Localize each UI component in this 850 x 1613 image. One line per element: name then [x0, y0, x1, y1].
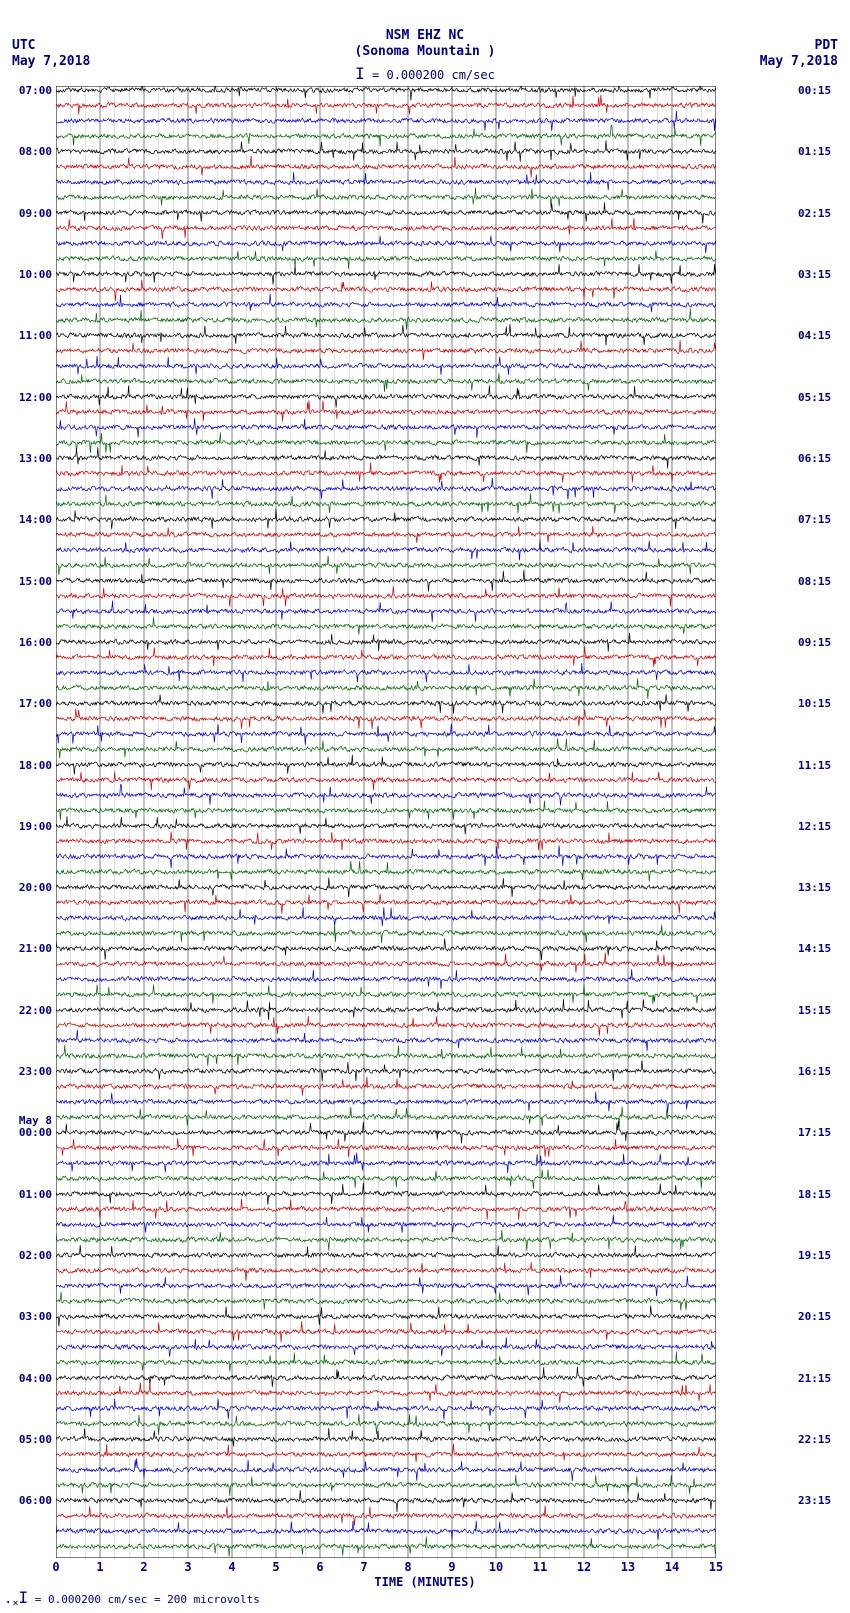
left-hour-label: 07:00: [19, 84, 52, 97]
left-hour-label: 09:00: [19, 207, 52, 220]
right-hour-label: 01:15: [798, 145, 831, 158]
right-hour-label: 02:15: [798, 207, 831, 220]
date-left-label: May 7,2018: [12, 54, 90, 69]
right-hour-label: 09:15: [798, 636, 831, 649]
x-tick-label: 15: [709, 1560, 723, 1574]
left-hour-label: 15:00: [19, 575, 52, 588]
right-hour-label: 20:15: [798, 1310, 831, 1323]
right-hour-label: 22:15: [798, 1433, 831, 1446]
left-hour-label: 02:00: [19, 1249, 52, 1262]
right-hour-label: 19:15: [798, 1249, 831, 1262]
scale-text: = 0.000200 cm/sec: [372, 68, 495, 82]
footer-text: = 0.000200 cm/sec = 200 microvolts: [35, 1593, 260, 1606]
left-hour-label: 23:00: [19, 1065, 52, 1078]
x-tick-label: 6: [316, 1560, 323, 1574]
left-hour-label: 21:00: [19, 942, 52, 955]
plot-area: [56, 86, 716, 1558]
right-axis-labels: 00:15 01:15 02:15 03:15 04:15 05:15 06:15 07:15…: [794, 86, 850, 1558]
right-hour-label: 04:15: [798, 329, 831, 342]
right-hour-label: 16:15: [798, 1065, 831, 1078]
x-tick-label: 11: [533, 1560, 547, 1574]
x-tick-label: 1: [96, 1560, 103, 1574]
right-hour-label: 21:15: [798, 1372, 831, 1385]
date-right-label: May 7,2018: [760, 54, 838, 69]
x-tick-label: 14: [665, 1560, 679, 1574]
left-hour-label: 13:00: [19, 452, 52, 465]
station-code: NSM EHZ NC: [0, 28, 850, 43]
right-hour-label: 03:15: [798, 268, 831, 281]
footer-scale: .×I = 0.000200 cm/sec = 200 microvolts: [4, 1588, 260, 1609]
right-hour-label: 12:15: [798, 820, 831, 833]
left-hour-label: 10:00: [19, 268, 52, 281]
left-hour-label: 17:00: [19, 697, 52, 710]
right-hour-label: 14:15: [798, 942, 831, 955]
left-hour-label: 14:00: [19, 513, 52, 526]
left-hour-label: 03:00: [19, 1310, 52, 1323]
right-hour-label: 11:15: [798, 759, 831, 772]
right-hour-label: 08:15: [798, 575, 831, 588]
x-tick-label: 13: [621, 1560, 635, 1574]
left-hour-label: 20:00: [19, 881, 52, 894]
tz-right-label: PDT: [815, 38, 838, 53]
right-hour-label: 07:15: [798, 513, 831, 526]
left-hour-label: 01:00: [19, 1188, 52, 1201]
seismogram-svg: [56, 86, 716, 1558]
tz-left-label: UTC: [12, 38, 35, 53]
left-hour-label: 06:00: [19, 1494, 52, 1507]
scale-info: I = 0.000200 cm/sec: [0, 64, 850, 83]
left-hour-label: 22:00: [19, 1004, 52, 1017]
right-hour-label: 06:15: [798, 452, 831, 465]
left-axis-labels: 07:00 08:00 09:00 10:00 11:00 12:00 13:00 14:00…: [0, 86, 56, 1558]
x-tick-label: 8: [404, 1560, 411, 1574]
left-hour-label: 12:00: [19, 391, 52, 404]
station-name: (Sonoma Mountain ): [0, 44, 850, 59]
x-tick-label: 7: [360, 1560, 367, 1574]
x-tick-label: 4: [228, 1560, 235, 1574]
x-tick-label: 3: [184, 1560, 191, 1574]
seismogram-container: NSM EHZ NC (Sonoma Mountain ) I = 0.0002…: [0, 0, 850, 1613]
right-hour-label: 10:15: [798, 697, 831, 710]
x-tick-label: 0: [52, 1560, 59, 1574]
left-hour-label: 08:00: [19, 145, 52, 158]
left-hour-label: 18:00: [19, 759, 52, 772]
left-hour-label: 16:00: [19, 636, 52, 649]
x-tick-label: 10: [489, 1560, 503, 1574]
right-hour-label: 18:15: [798, 1188, 831, 1201]
x-tick-label: 5: [272, 1560, 279, 1574]
right-hour-label: 00:15: [798, 84, 831, 97]
right-hour-label: 23:15: [798, 1494, 831, 1507]
x-tick-label: 2: [140, 1560, 147, 1574]
right-hour-label: 15:15: [798, 1004, 831, 1017]
left-hour-label: 19:00: [19, 820, 52, 833]
right-hour-label: 13:15: [798, 881, 831, 894]
left-hour-label: 00:00: [19, 1126, 52, 1139]
x-tick-label: 9: [448, 1560, 455, 1574]
x-tick-label: 12: [577, 1560, 591, 1574]
left-hour-label: 04:00: [19, 1372, 52, 1385]
left-hour-label: 05:00: [19, 1433, 52, 1446]
right-hour-label: 17:15: [798, 1126, 831, 1139]
left-hour-label: 11:00: [19, 329, 52, 342]
right-hour-label: 05:15: [798, 391, 831, 404]
